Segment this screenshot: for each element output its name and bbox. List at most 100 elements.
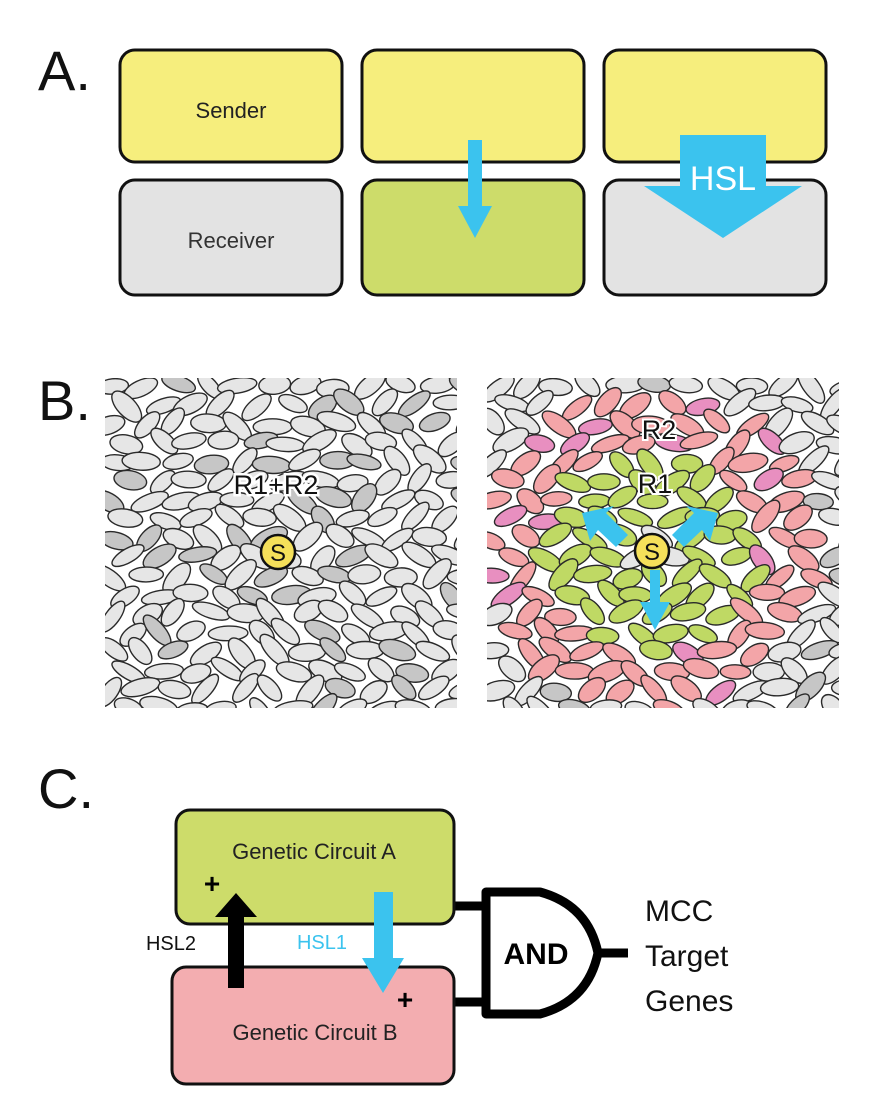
cell [130,490,169,513]
cell [636,493,669,510]
cell [120,676,161,698]
cell [121,451,161,471]
cell [149,469,176,495]
cell [394,699,432,708]
cell [142,543,177,570]
cell [682,657,720,680]
cell [415,640,451,662]
cell [487,407,505,436]
cell [544,607,577,627]
cell [383,445,411,476]
cell [748,583,786,602]
cell [559,432,591,456]
cell [367,506,398,528]
output-line-3: Genes [645,985,733,1018]
cell [157,640,189,660]
cell [379,412,414,435]
circuit-a-label: Genetic Circuit A [232,839,396,864]
cell [617,507,654,528]
cell [557,698,591,708]
cell [232,672,260,703]
cell [150,427,179,455]
cell [113,697,145,708]
cell [237,469,269,491]
cell [819,616,839,644]
cell [448,378,457,397]
cell [548,558,579,592]
cell [275,661,313,683]
cell [540,490,573,507]
cell [270,617,301,646]
panel-c-label: C. [38,757,94,820]
small-signal-arrow [458,140,492,238]
panel-a-label: A. [38,39,91,102]
cell [341,432,373,459]
cell [453,524,457,551]
cell [105,676,123,708]
cell [778,431,815,455]
cell [450,487,457,511]
cell [171,432,207,450]
cell [391,674,417,701]
cell [492,427,530,454]
cell [364,543,399,569]
cell [692,697,722,708]
cell [819,545,839,569]
cell [178,546,218,563]
right-signal-arrows [582,506,718,630]
cell [579,597,606,626]
cell [446,568,457,586]
cell [105,600,126,633]
cell [573,564,613,584]
cell [829,378,839,398]
cell [207,625,249,642]
cell [319,637,347,663]
cell [258,378,292,395]
cell [265,436,306,453]
cell [703,408,731,434]
hsl1-arrow [362,892,404,993]
cell [180,663,212,684]
cell [291,565,324,587]
cell [538,522,573,548]
cell [539,682,573,703]
cell [572,451,604,473]
cell [307,692,338,708]
cell [797,603,837,625]
cell [161,378,197,394]
cell [834,485,839,510]
cell [378,638,417,662]
receiver-cell-1 [118,178,344,297]
output-line-2: Target [645,940,729,973]
cell [784,693,811,708]
output-line-1: MCC [645,895,713,928]
cell [172,583,209,603]
cell [207,468,235,493]
cell [335,509,370,528]
cell [487,679,516,702]
cell [317,599,349,623]
cell [688,624,718,644]
cell [631,415,672,436]
cell [723,387,757,417]
right-inner-label: R1 [638,469,673,499]
cell [727,452,769,474]
cell [679,431,719,450]
left-region-label: R1+R2 [234,470,319,500]
cell [302,428,337,454]
cell [569,641,605,662]
cell [787,545,820,573]
cell [371,388,399,417]
cell [719,664,752,680]
signal-arrow-up-left [582,506,628,547]
cell [668,378,704,394]
circuit-b-label: Genetic Circuit B [232,1020,397,1045]
left-sender-cell [259,533,297,571]
cell [411,526,448,548]
cell-field-left [105,378,457,708]
cell [107,508,144,528]
and-gate [481,887,603,1019]
cell [793,528,828,549]
cell [207,430,240,450]
